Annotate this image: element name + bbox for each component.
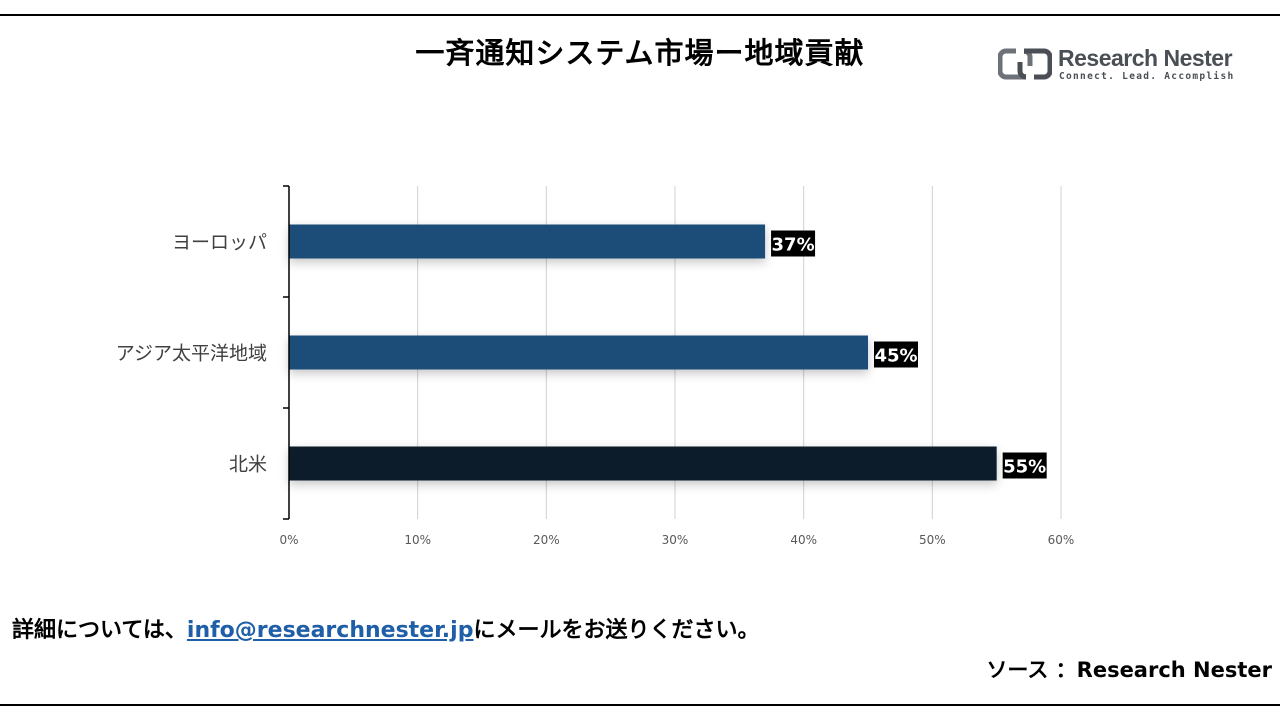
logo-tagline: Connect. Lead. Accomplish (1059, 71, 1235, 82)
data-label-bg (771, 230, 816, 257)
contact-note-suffix: にメールをお送りください。 (473, 618, 760, 643)
top-rule (0, 14, 1280, 16)
x-tick-label: 10% (404, 533, 431, 547)
x-tick-label: 40% (790, 533, 817, 547)
data-label: 45% (874, 346, 917, 367)
category-label: ヨーロッパ (172, 232, 267, 254)
logo-mark-icon (998, 48, 1052, 80)
source-credit: ソース ：Research Nester (986, 658, 1272, 682)
contact-note-prefix: 詳細については、 (12, 618, 187, 643)
research-nester-logo: Research Nester Connect. Lead. Accomplis… (998, 44, 1238, 84)
contact-email-link[interactable]: info@researchnester.jp (186, 618, 474, 643)
x-tick-label: 30% (662, 533, 689, 547)
bar-2 (289, 335, 868, 370)
category-label: アジア太平洋地域 (116, 343, 267, 365)
x-tick-label: 60% (1048, 533, 1075, 547)
data-label-bg (874, 341, 918, 368)
data-label: 37% (772, 235, 815, 256)
data-label: 55% (1003, 457, 1046, 478)
contact-note: 詳細については、info@researchnester.jpにメールをお送りくだ… (12, 612, 759, 644)
data-label-bg (1002, 452, 1047, 479)
page-title: 一斉通知システム市場ー地域貢献 (415, 36, 865, 70)
x-tick-label: 50% (919, 533, 946, 547)
bar-1 (289, 224, 766, 259)
bottom-rule (0, 704, 1280, 706)
x-tick-label: 0% (279, 533, 298, 547)
bar-3 (289, 446, 997, 481)
logo-name: Research Nester (1058, 45, 1233, 71)
x-tick-label: 20% (533, 533, 560, 547)
category-label: 北米 (229, 454, 267, 476)
